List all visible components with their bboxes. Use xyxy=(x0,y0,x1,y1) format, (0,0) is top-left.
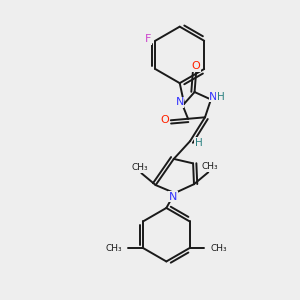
Text: O: O xyxy=(192,61,200,71)
Text: H: H xyxy=(217,92,224,101)
Text: N: N xyxy=(176,98,184,107)
Text: N: N xyxy=(169,192,177,202)
Text: CH₃: CH₃ xyxy=(105,244,122,253)
Text: O: O xyxy=(160,115,169,125)
Text: N: N xyxy=(209,92,218,101)
Text: CH₃: CH₃ xyxy=(211,244,227,253)
Text: CH₃: CH₃ xyxy=(201,162,218,171)
Text: F: F xyxy=(145,34,151,44)
Text: CH₃: CH₃ xyxy=(132,163,148,172)
Text: H: H xyxy=(195,138,202,148)
